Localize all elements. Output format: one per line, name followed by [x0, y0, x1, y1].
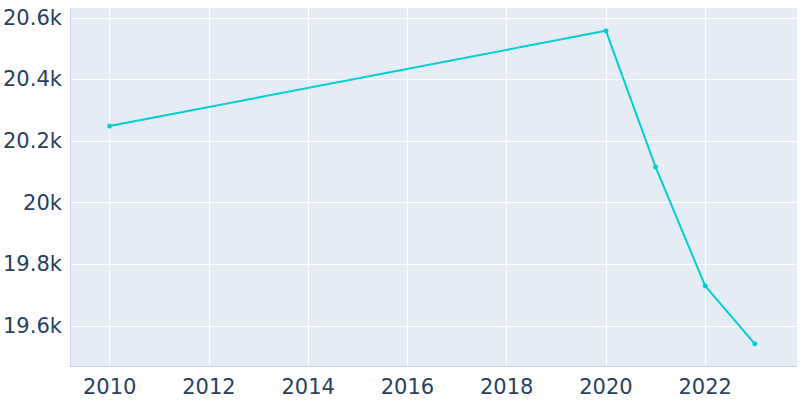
svg-text:20k: 20k [23, 191, 63, 215]
svg-text:2016: 2016 [381, 375, 434, 399]
svg-text:2020: 2020 [579, 375, 632, 399]
svg-text:2014: 2014 [281, 375, 334, 399]
svg-text:2018: 2018 [480, 375, 533, 399]
svg-text:2012: 2012 [182, 375, 235, 399]
svg-text:19.6k: 19.6k [3, 314, 63, 338]
svg-text:2010: 2010 [83, 375, 136, 399]
svg-text:2022: 2022 [678, 375, 731, 399]
svg-text:20.2k: 20.2k [3, 129, 63, 153]
svg-text:20.6k: 20.6k [3, 6, 63, 30]
svg-text:20.4k: 20.4k [3, 67, 63, 91]
svg-text:19.8k: 19.8k [3, 252, 63, 276]
